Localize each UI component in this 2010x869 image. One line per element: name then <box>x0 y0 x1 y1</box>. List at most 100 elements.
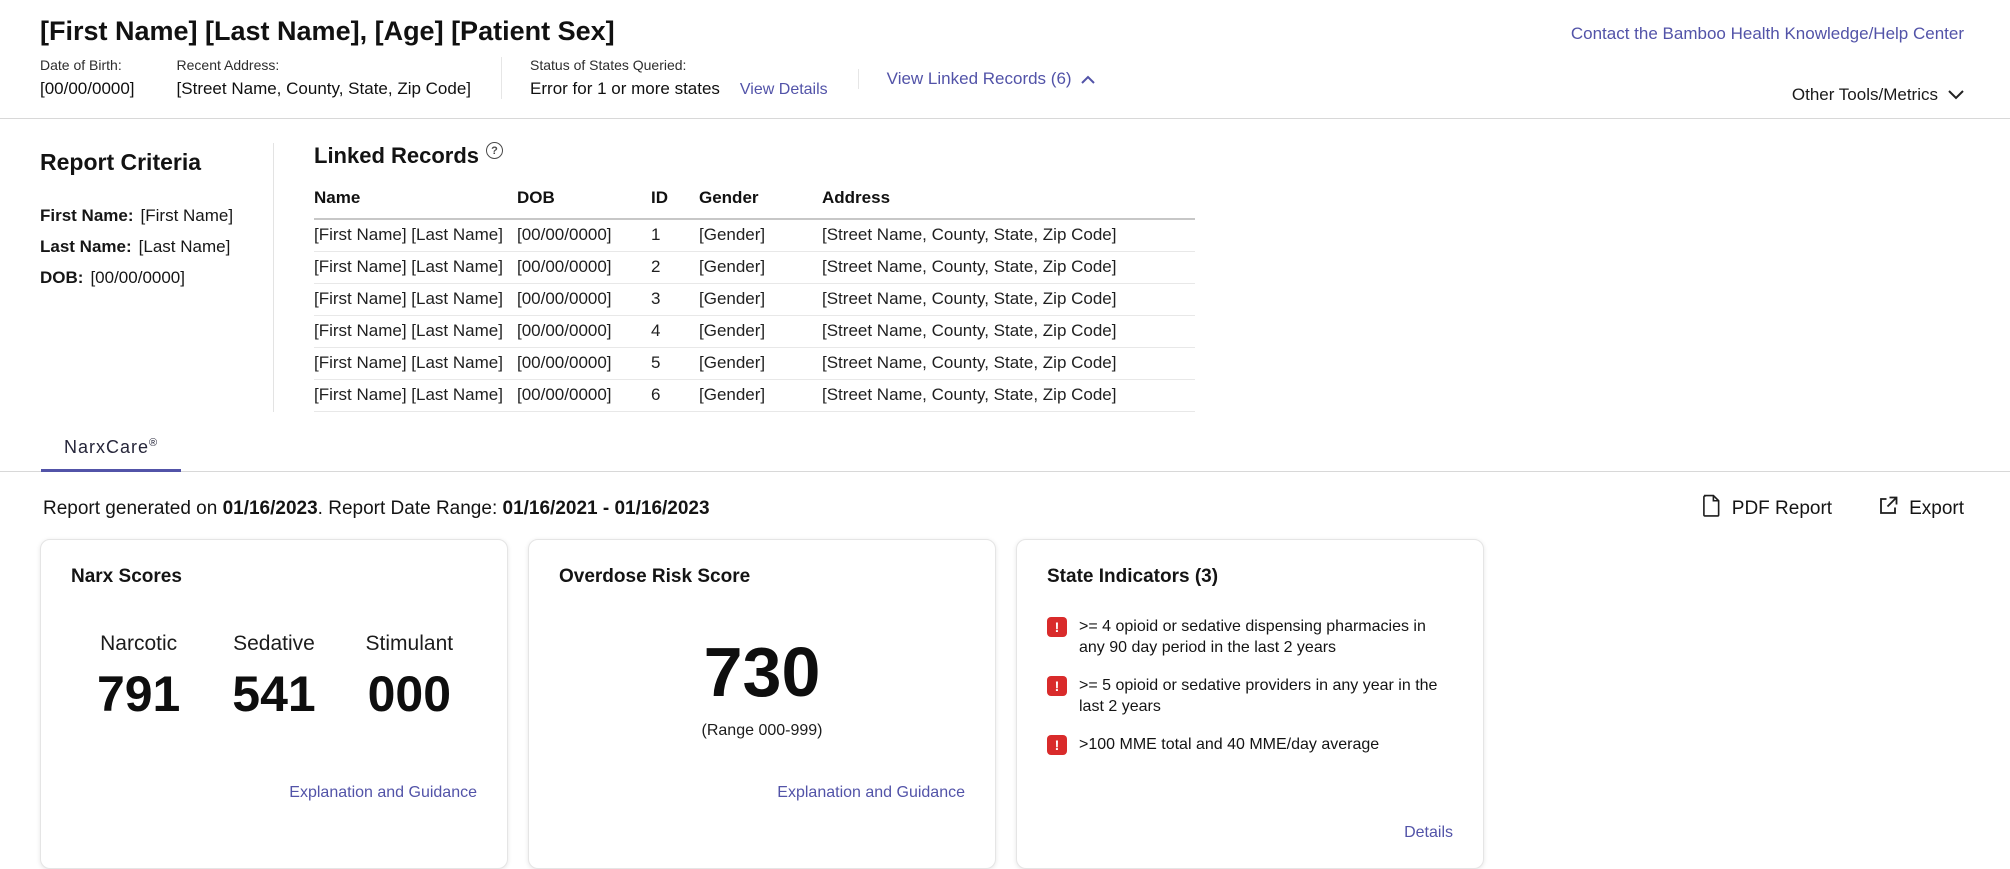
dob-value: [00/00/0000] <box>40 79 135 98</box>
cell-name: [First Name] [Last Name] <box>314 315 517 348</box>
criteria-last-name: Last Name: [Last Name] <box>40 237 273 257</box>
narx-scores-title: Narx Scores <box>71 566 182 587</box>
column-header-name: Name <box>314 181 517 220</box>
alert-icon: ! <box>1047 676 1067 697</box>
report-criteria-title: Report Criteria <box>40 149 202 175</box>
table-row: [First Name] [Last Name] [00/00/0000] 5 … <box>314 347 1195 380</box>
cell-dob: [00/00/0000] <box>517 347 651 380</box>
state-indicators-card: State Indicators (3) ! >= 4 opioid or se… <box>1016 539 1484 869</box>
sedative-score: Sedative 541 <box>206 632 341 723</box>
tab-narxcare-label: NarxCare <box>64 437 150 457</box>
score-cards-row: Narx Scores Narcotic 791 Sedative 541 St… <box>0 523 2010 869</box>
state-indicators-title: State Indicators (3) <box>1047 566 1219 587</box>
cell-name: [First Name] [Last Name] <box>314 379 517 412</box>
table-row: [First Name] [Last Name] [00/00/0000] 2 … <box>314 251 1195 284</box>
export-icon <box>1878 496 1898 522</box>
view-linked-records-toggle[interactable]: View Linked Records (6) <box>857 69 1095 89</box>
criteria-first-name-label: First Name: <box>40 206 134 225</box>
report-range-label: . Report Date Range: <box>317 497 503 519</box>
cell-id: 4 <box>651 315 699 348</box>
overdose-risk-title: Overdose Risk Score <box>559 566 751 587</box>
cell-dob: [00/00/0000] <box>517 379 651 412</box>
narcotic-score: Narcotic 791 <box>71 632 206 723</box>
cell-name: [First Name] [Last Name] <box>314 251 517 284</box>
patient-header: [First Name] [Last Name], [Age] [Patient… <box>0 0 2010 118</box>
cell-address: [Street Name, County, State, Zip Code] <box>822 283 1195 316</box>
cell-name: [First Name] [Last Name] <box>314 347 517 380</box>
states-queried-label: Status of States Queried: <box>530 57 687 73</box>
criteria-first-name-value: [First Name] <box>140 206 234 225</box>
alert-icon: ! <box>1047 617 1067 637</box>
criteria-dob: DOB: [00/00/0000] <box>40 268 273 288</box>
report-meta-bar: Report generated on 01/16/2023. Report D… <box>0 472 2010 523</box>
overdose-risk-range: (Range 000-999) <box>701 722 823 739</box>
cell-gender: [Gender] <box>699 379 822 412</box>
linked-records-title: Linked Records <box>314 143 480 168</box>
cell-dob: [00/00/0000] <box>517 283 651 316</box>
cell-address: [Street Name, County, State, Zip Code] <box>822 251 1195 284</box>
report-generated-prefix: Report generated on <box>43 497 223 519</box>
cell-dob: [00/00/0000] <box>517 315 651 348</box>
table-row: [First Name] [Last Name] [00/00/0000] 1 … <box>314 219 1195 252</box>
table-row: [First Name] [Last Name] [00/00/0000] 4 … <box>314 315 1195 348</box>
narx-explanation-link[interactable]: Explanation and Guidance <box>289 784 477 801</box>
column-header-gender: Gender <box>699 181 822 220</box>
alert-icon: ! <box>1047 735 1067 756</box>
recent-address-value: [Street Name, County, State, Zip Code] <box>176 79 472 98</box>
table-row: [First Name] [Last Name] [00/00/0000] 6 … <box>314 379 1195 412</box>
chevron-down-icon <box>1948 85 1964 105</box>
overdose-risk-score: 730 <box>703 633 821 711</box>
narcotic-value: 791 <box>96 666 181 722</box>
other-tools-label: Other Tools/Metrics <box>1791 85 1938 104</box>
criteria-last-name-value: [Last Name] <box>138 237 231 256</box>
cell-name: [First Name] [Last Name] <box>314 283 517 316</box>
stimulant-value: 000 <box>367 666 452 722</box>
states-queried-value: Error for 1 or more states <box>530 79 720 98</box>
recent-address-block: Recent Address: [Street Name, County, St… <box>177 57 472 99</box>
cell-id: 3 <box>651 283 699 316</box>
pdf-report-label: PDF Report <box>1731 497 1833 519</box>
chevron-up-icon <box>1080 69 1095 89</box>
cell-address: [Street Name, County, State, Zip Code] <box>822 379 1195 412</box>
criteria-dob-label: DOB: <box>40 268 84 287</box>
cell-gender: [Gender] <box>699 315 822 348</box>
help-center-link[interactable]: Contact the Bamboo Health Knowledge/Help… <box>1570 24 1964 43</box>
dob-block: Date of Birth: [00/00/0000] <box>40 57 135 99</box>
export-label: Export <box>1909 497 1964 519</box>
table-row: [First Name] [Last Name] [00/00/0000] 3 … <box>314 283 1195 316</box>
criteria-dob-value: [00/00/0000] <box>90 268 185 287</box>
states-queried-block: Status of States Queried: Error for 1 or… <box>501 57 828 99</box>
tab-narxcare[interactable]: NarxCare® <box>41 428 182 472</box>
other-tools-dropdown[interactable]: Other Tools/Metrics <box>1792 85 1964 105</box>
linked-records-table: Name DOB ID Gender Address [First Name] … <box>314 181 1195 412</box>
export-button[interactable]: Export <box>1878 494 1964 523</box>
criteria-last-name-label: Last Name: <box>40 237 132 256</box>
help-icon[interactable]: ? <box>486 142 504 159</box>
indicator-text: >= 4 opioid or sedative dispensing pharm… <box>1079 618 1426 657</box>
pdf-report-button[interactable]: PDF Report <box>1702 494 1832 523</box>
cell-dob: [00/00/0000] <box>517 219 651 252</box>
cell-gender: [Gender] <box>699 251 822 284</box>
indicator-text: >= 5 opioid or sedative providers in any… <box>1079 677 1438 716</box>
state-indicator-item: ! >= 5 opioid or sedative providers in a… <box>1047 675 1453 717</box>
patient-title: [First Name] [Last Name], [Age] [Patient… <box>40 16 615 46</box>
state-indicator-item: ! >= 4 opioid or sedative dispensing pha… <box>1047 616 1453 658</box>
stimulant-score: Stimulant 000 <box>342 632 477 723</box>
cell-id: 6 <box>651 379 699 412</box>
criteria-and-records-section: Report Criteria First Name: [First Name] … <box>0 119 2010 412</box>
cell-address: [Street Name, County, State, Zip Code] <box>822 347 1195 380</box>
registered-mark: ® <box>149 437 159 449</box>
cell-id: 1 <box>651 219 699 252</box>
report-generated-date: 01/16/2023 <box>222 497 318 519</box>
view-details-link[interactable]: View Details <box>739 81 828 98</box>
pdf-icon <box>1702 494 1721 523</box>
column-header-id: ID <box>651 181 699 220</box>
narx-scores-card: Narx Scores Narcotic 791 Sedative 541 St… <box>40 539 508 869</box>
state-indicators-details-link[interactable]: Details <box>1404 824 1453 841</box>
indicator-text: >100 MME total and 40 MME/day average <box>1079 736 1380 754</box>
cell-gender: [Gender] <box>699 219 822 252</box>
state-indicator-item: ! >100 MME total and 40 MME/day average <box>1047 734 1453 756</box>
view-linked-records-label: View Linked Records (6) <box>886 69 1072 88</box>
header-divider <box>0 118 2010 119</box>
overdose-explanation-link[interactable]: Explanation and Guidance <box>777 784 965 801</box>
